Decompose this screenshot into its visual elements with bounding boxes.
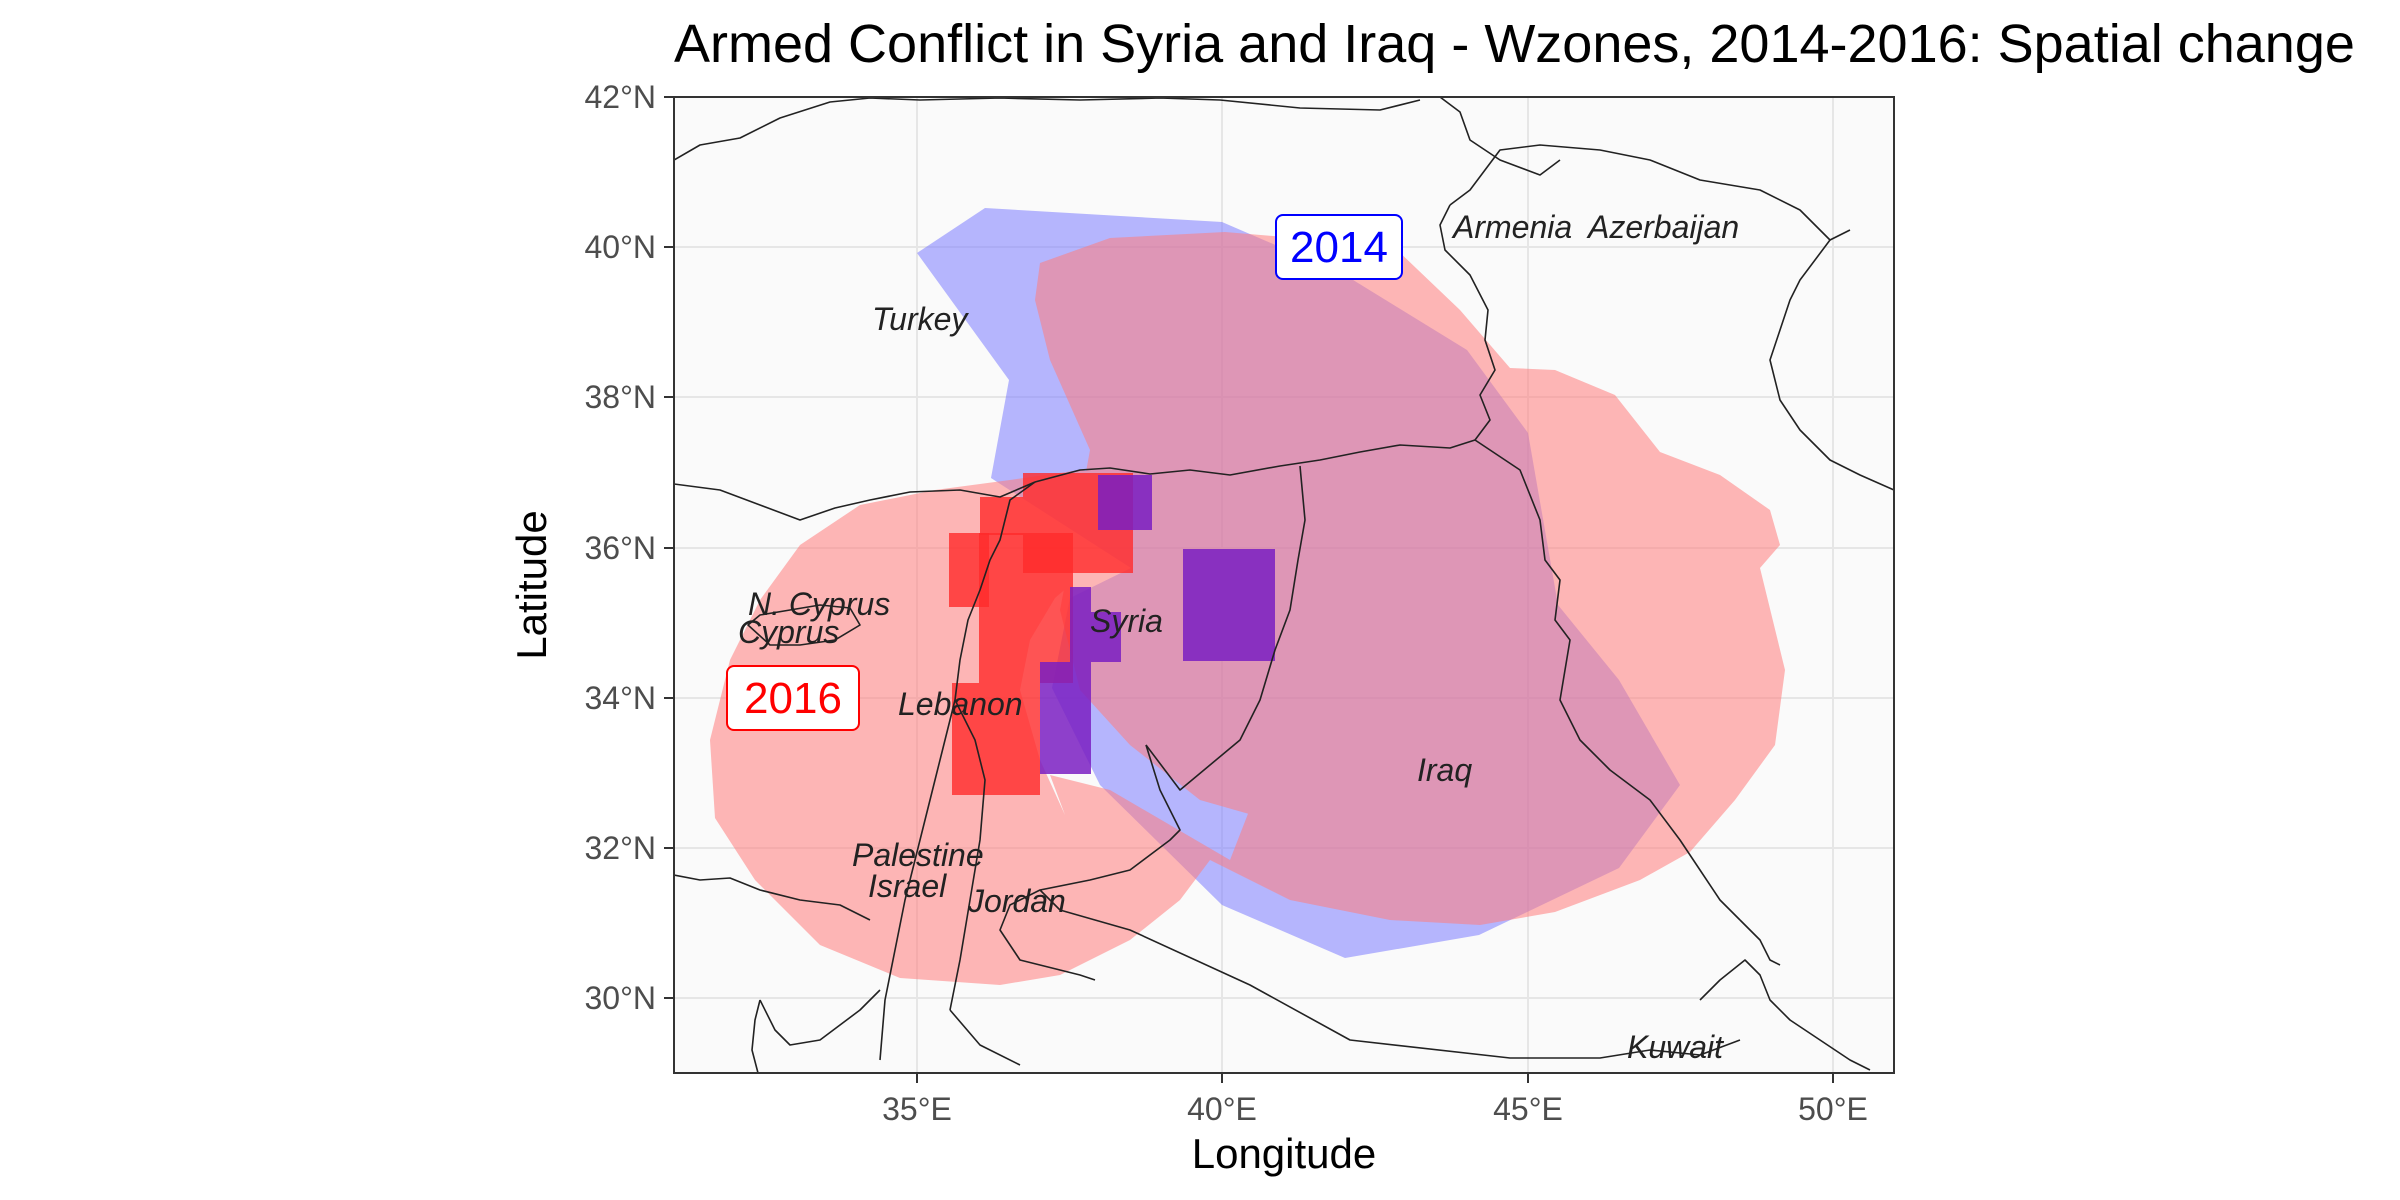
label-azerbaijan: Azerbaijan: [1586, 209, 1739, 245]
chart-title: Armed Conflict in Syria and Iraq - Wzone…: [674, 14, 2355, 74]
x-tick-label: 45°E: [1493, 1091, 1563, 1127]
cell-2014: [1098, 475, 1152, 530]
turkey-syria-border: [1034, 439, 1476, 483]
kuwait-border: [1699, 959, 1871, 1071]
label-palestine: Palestine: [852, 837, 984, 873]
cell-2016: [952, 683, 1040, 795]
label-syria: Syria: [1090, 603, 1163, 639]
cell-2014: [1040, 662, 1091, 774]
cyprus-outline: [747, 604, 861, 646]
label-n-cyprus: N. Cyprus: [748, 586, 890, 622]
iraq-jordan-saudi-border: [1039, 744, 1741, 1059]
cell-2014: [1183, 549, 1275, 661]
black-sea-coast: [674, 97, 1421, 161]
y-axis-title: Latitude: [508, 510, 555, 659]
x-tick-label: 35°E: [882, 1091, 952, 1127]
caspian-west-coast: [1769, 239, 1894, 491]
y-axis: 30°N 32°N 34°N 36°N 38°N 40°N 42°N Latit…: [508, 79, 674, 1016]
y-tick-label: 32°N: [585, 830, 657, 866]
nile-river: [751, 999, 761, 1073]
x-axis-title: Longitude: [1192, 1130, 1377, 1177]
y-tick-label: 40°N: [585, 229, 657, 265]
cell-2016: [979, 533, 1073, 683]
year-label-2014-box: 2014: [1275, 214, 1403, 280]
egypt-coast: [674, 874, 871, 921]
cell-2014: [1091, 612, 1121, 662]
year-label-2016: 2016: [744, 674, 842, 723]
label-armenia: Armenia: [1451, 209, 1572, 245]
label-kuwait: Kuwait: [1627, 1029, 1724, 1065]
cell-2016: [980, 497, 1023, 535]
x-axis: 35°E 40°E 45°E 50°E Longitude: [882, 1073, 1868, 1177]
saudi-west: [949, 1009, 1021, 1066]
syria-iraq-border: [1145, 465, 1306, 791]
country-labels: Turkey Armenia Azerbaijan N. Cyprus Cypr…: [738, 209, 1739, 1065]
y-tick-label: 36°N: [585, 530, 657, 566]
x-tick-label: 40°E: [1187, 1091, 1257, 1127]
jordan-west-border: [949, 699, 986, 1011]
y-tick-label: 42°N: [585, 79, 657, 115]
x-tick-label: 50°E: [1798, 1091, 1868, 1127]
panel-border: [673, 96, 1895, 1074]
iran-iraq-border: [1474, 439, 1741, 921]
label-cyprus: Cyprus: [738, 614, 839, 650]
year-label-2014: 2014: [1290, 223, 1388, 272]
country-borders: [674, 97, 1894, 1073]
label-lebanon: Lebanon: [898, 686, 1023, 722]
conflict-cells: [949, 473, 1275, 795]
iran-east-coast: [1739, 919, 1781, 966]
year-label-2016-box: 2016: [726, 665, 860, 731]
y-tick-label: 30°N: [585, 980, 657, 1016]
jordan-east-border: [999, 889, 1096, 981]
lebanon-israel-coast: [879, 481, 1036, 1061]
label-iraq: Iraq: [1417, 752, 1472, 788]
turkey-east-border: [1439, 204, 1496, 441]
black-sea-east-coast: [1439, 97, 1561, 176]
label-turkey: Turkey: [872, 301, 969, 337]
label-israel: Israel: [868, 868, 947, 904]
y-tick-label: 38°N: [585, 379, 657, 415]
turkey-south-coast: [674, 481, 1036, 521]
y-tick-label: 34°N: [585, 680, 657, 716]
sinai-outline: [759, 989, 881, 1046]
label-jordan: Jordan: [967, 883, 1066, 919]
cell-2014: [1070, 587, 1091, 662]
caucasus-borders: [1449, 144, 1851, 241]
